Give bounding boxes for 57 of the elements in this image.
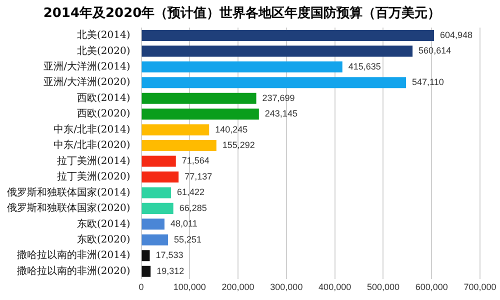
bar xyxy=(142,92,256,104)
bar xyxy=(142,202,174,214)
y-tick-label: 拉丁美洲(2014) xyxy=(56,154,130,167)
bar xyxy=(142,30,434,41)
x-tick-label: 400,000 xyxy=(318,282,352,292)
y-tick-label: 中东/北非(2014) xyxy=(54,123,130,136)
data-label: 71,564 xyxy=(182,156,210,166)
data-label: 77,137 xyxy=(184,171,212,182)
y-tick-label: 俄罗斯和独联体国家(2020) xyxy=(6,202,130,214)
data-label: 415,635 xyxy=(348,61,381,72)
data-label: 19,312 xyxy=(156,266,184,276)
bar xyxy=(142,124,210,136)
y-tick-label: 东欧(2014) xyxy=(76,218,130,230)
x-tick-label: 0 xyxy=(138,282,144,292)
y-tick-label: 俄罗斯和独联体国家(2014) xyxy=(6,186,130,198)
y-tick-label: 西欧(2020) xyxy=(76,108,130,120)
x-tick-label: 600,000 xyxy=(415,282,448,292)
bar xyxy=(142,187,171,198)
y-tick-label: 撒哈拉以南的非洲(2020) xyxy=(16,264,130,277)
y-tick-label: 北美(2014) xyxy=(76,29,130,42)
y-tick-label: 拉丁美洲(2020) xyxy=(56,170,130,183)
bar xyxy=(142,156,176,167)
y-tick-label: 亚洲/大洋洲(2014) xyxy=(44,60,130,73)
bar xyxy=(142,218,164,230)
bar xyxy=(142,266,151,277)
x-tick-label: 500,000 xyxy=(366,282,400,292)
bar xyxy=(142,234,168,246)
data-label: 140,245 xyxy=(215,124,248,134)
data-label: 237,699 xyxy=(262,92,295,103)
bar xyxy=(142,171,179,182)
data-label: 243,145 xyxy=(264,108,298,119)
data-label: 55,251 xyxy=(174,234,202,244)
x-tick-label: 700,000 xyxy=(464,282,496,292)
bar xyxy=(142,140,216,152)
data-label: 61,422 xyxy=(176,187,205,198)
bar xyxy=(142,250,150,262)
x-tick-label: 300,000 xyxy=(270,282,303,292)
data-label: 17,533 xyxy=(156,250,184,260)
y-tick-label: 亚洲/大洋洲(2020) xyxy=(44,76,130,88)
x-tick-label: 200,000 xyxy=(222,282,254,292)
data-label: 547,110 xyxy=(412,77,444,88)
bar xyxy=(142,77,406,88)
x-tick-label: 100,000 xyxy=(173,282,206,292)
data-label: 48,011 xyxy=(170,218,198,229)
data-label: 66,285 xyxy=(179,202,207,213)
bar xyxy=(142,46,413,57)
y-tick-label: 撒哈拉以南的非洲(2014) xyxy=(16,249,130,262)
y-tick-label: 东欧(2020) xyxy=(76,233,130,246)
data-label: 155,292 xyxy=(222,140,255,150)
data-label: 604,948 xyxy=(440,30,473,40)
chart-title: 2014年及2020年（预计值）世界各地区年度国防预算（百万美元） xyxy=(43,5,441,22)
bar xyxy=(142,61,342,72)
bar xyxy=(142,108,259,120)
y-tick-label: 中东/北非(2020) xyxy=(54,139,130,152)
y-tick-label: 北美(2020) xyxy=(76,44,130,57)
y-tick-label: 西欧(2014) xyxy=(76,92,130,104)
data-label: 560,614 xyxy=(418,46,452,56)
